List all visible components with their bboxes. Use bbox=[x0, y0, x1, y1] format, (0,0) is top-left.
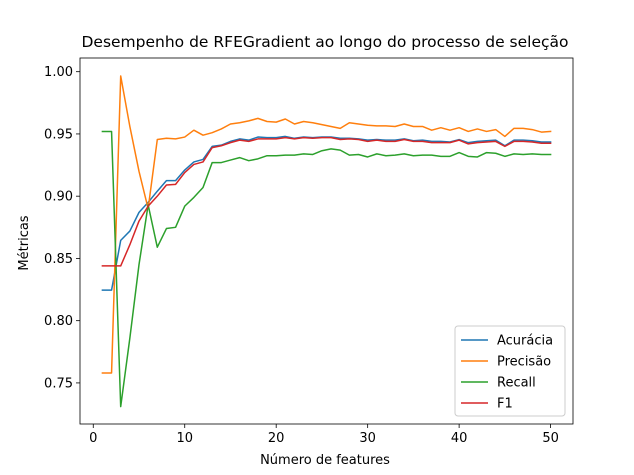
chart-title: Desempenho de RFEGradient ao longo do pr… bbox=[81, 33, 568, 51]
series-line-1 bbox=[101, 75, 552, 374]
x-tick-label: 0 bbox=[89, 431, 97, 446]
series-line-2 bbox=[101, 130, 552, 408]
legend-entry-0: Acurácia bbox=[497, 334, 553, 349]
x-tick-label: 50 bbox=[542, 431, 559, 446]
y-tick-label: 1.00 bbox=[44, 65, 73, 80]
axes-frame bbox=[79, 57, 574, 425]
legend-entry-1: Precisão bbox=[497, 355, 551, 370]
y-tick-label: 0.95 bbox=[44, 127, 73, 142]
y-tick-label: 0.85 bbox=[44, 252, 73, 267]
legend-entry-2: Recall bbox=[497, 376, 536, 391]
plot-area: 0 10 20 30 40 50 0.75 0.80 0.85 0.90 0.95 1.00 bbox=[44, 57, 574, 446]
legend-entry-3: F1 bbox=[497, 397, 513, 412]
y-tick-label: 0.75 bbox=[44, 376, 73, 391]
x-tick-label: 30 bbox=[359, 431, 376, 446]
x-axis-label: Número de features bbox=[260, 453, 390, 468]
series-line-3 bbox=[101, 136, 552, 267]
y-tick-label: 0.90 bbox=[44, 190, 73, 205]
x-tick-label: 20 bbox=[268, 431, 285, 446]
y-tick-label: 0.80 bbox=[44, 314, 73, 329]
x-tick-label: 40 bbox=[451, 431, 468, 446]
x-tick-label: 10 bbox=[176, 431, 193, 446]
legend: Acurácia Precisão Recall F1 bbox=[454, 325, 566, 417]
y-axis-label: Métricas bbox=[17, 215, 32, 270]
legend-box bbox=[454, 325, 566, 417]
